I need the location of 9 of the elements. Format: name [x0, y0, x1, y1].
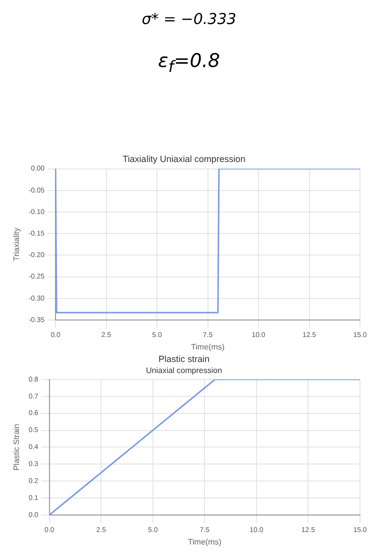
- text: σ* = −0.333: [140, 10, 238, 28]
- y-axis-title: Triaxiality: [12, 228, 22, 262]
- chart-title: Tiaxiality Uniaxial compression: [122, 154, 246, 164]
- x-axis-title: Time(ms): [188, 537, 222, 546]
- chart-subtitle: Uniaxial compression: [146, 366, 222, 375]
- chart-title: Plastic strain: [158, 354, 210, 364]
- y-axis-title: Plastic Strain: [12, 424, 22, 471]
- text: ε$_{f}$=0.8: [157, 50, 221, 76]
- x-axis-title: Time(ms): [191, 342, 225, 352]
